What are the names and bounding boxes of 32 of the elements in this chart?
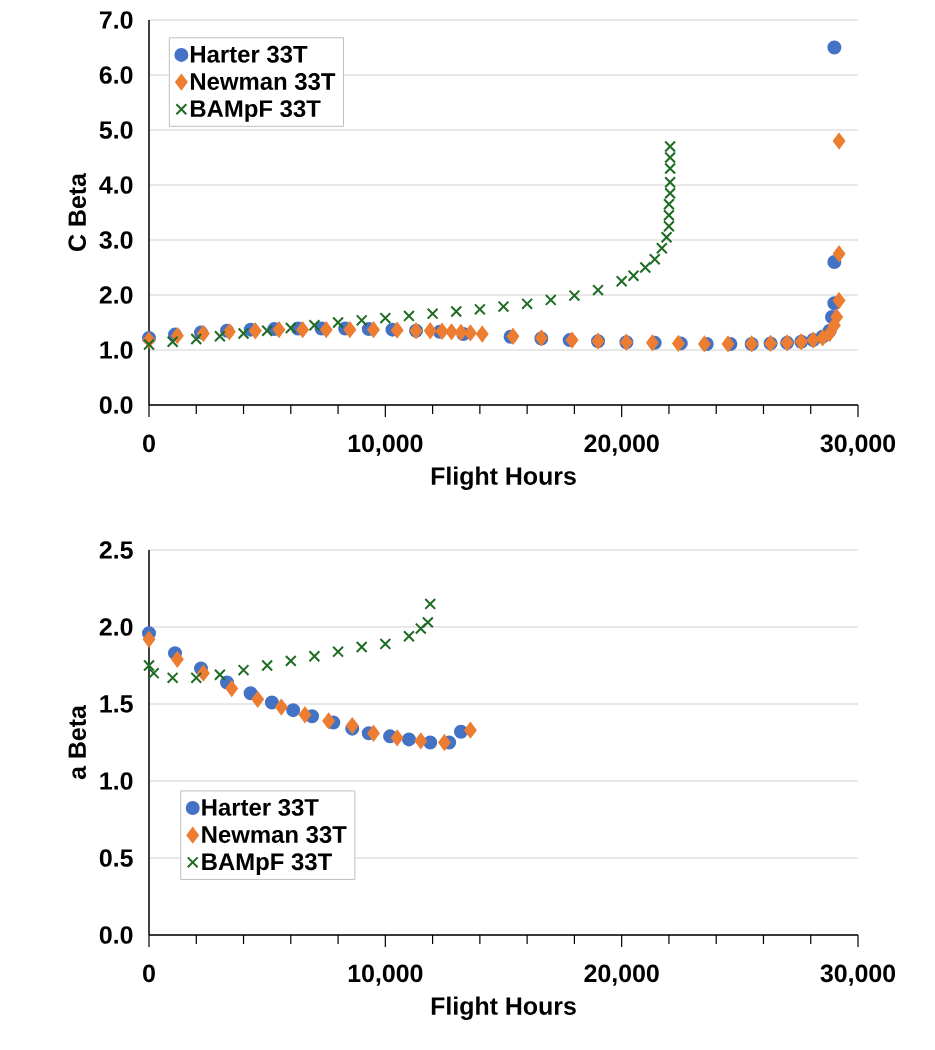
legend-label: Newman 33T: [190, 73, 336, 90]
legend-label: Harter 33T: [190, 45, 308, 63]
y-tick-label: 0.0: [99, 396, 133, 414]
x-tick-label: 20,000: [584, 964, 659, 986]
x-tick-label: 30,000: [820, 964, 896, 986]
legend-label: Newman 33T: [202, 826, 347, 844]
y-tick-label: 5.0: [99, 121, 133, 139]
x-tick-label: 10,000: [348, 964, 423, 986]
y-axis-title: a Beta: [68, 704, 87, 780]
x-tick-label: 10,000: [348, 434, 423, 456]
x-tick-label: 0: [143, 434, 155, 453]
y-tick-label: 6.0: [99, 66, 133, 84]
y-tick-label: 0.5: [99, 849, 133, 867]
y-tick-label: 2.5: [99, 541, 133, 559]
legend-label: BAMpF 33T: [190, 100, 321, 122]
x-axis-title: Flight Hours: [431, 996, 576, 1020]
y-tick-label: 1.0: [100, 341, 133, 359]
legend-label: Harter 33T: [202, 798, 319, 816]
x-tick-label: 20,000: [584, 434, 659, 456]
y-axis-title: C Beta: [68, 172, 87, 251]
y-tick-label: 1.0: [100, 772, 133, 790]
y-tick-label: 7.0: [99, 11, 133, 29]
y-tick-label: 2.0: [99, 618, 133, 636]
y-tick-label: 2.0: [99, 286, 133, 304]
y-tick-label: 0.0: [99, 926, 133, 944]
legend-label: BAMpF 33T: [202, 853, 332, 875]
x-tick-label: 0: [143, 964, 155, 983]
x-axis-title: Flight Hours: [431, 466, 576, 490]
y-tick-label: 3.0: [99, 231, 133, 249]
y-tick-label: 1.5: [100, 695, 133, 713]
x-tick-label: 30,000: [820, 434, 896, 456]
y-tick-label: 4.0: [99, 176, 133, 194]
